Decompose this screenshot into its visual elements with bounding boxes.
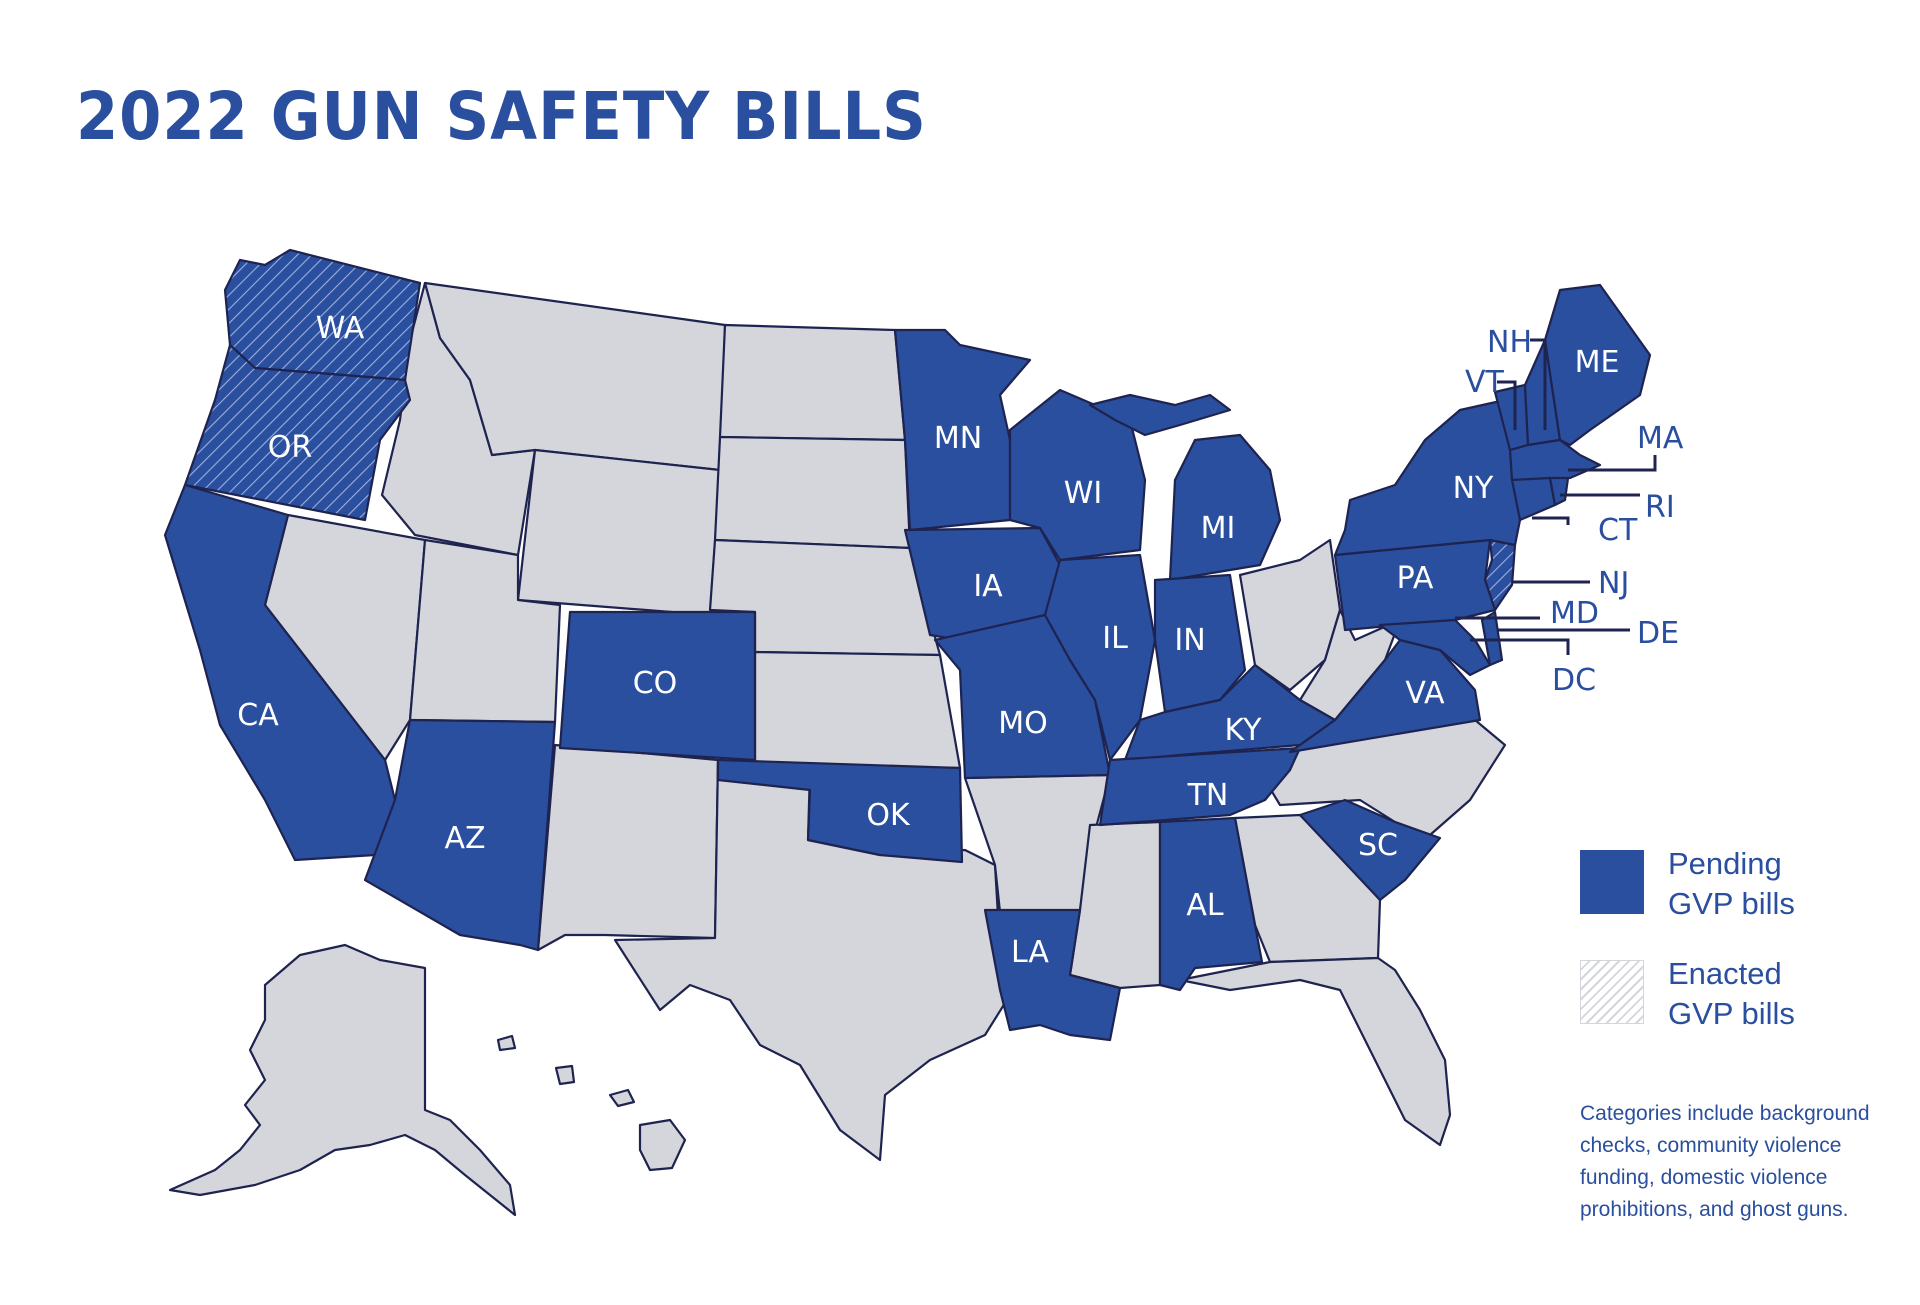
callout-ct: CT [1598,513,1638,548]
label-ok: OK [866,798,911,833]
legend-pending-line1: Pending [1668,846,1782,881]
label-la: LA [1011,935,1049,970]
state-mn [893,328,1032,532]
label-ny: NY [1453,471,1494,506]
leader-dc [1470,638,1570,655]
state-ri [1548,476,1570,507]
legend-label-pending: Pending GVP bills [1668,844,1795,924]
label-tn: TN [1187,778,1229,813]
leader-nh [1530,338,1547,430]
label-or: OR [268,430,312,465]
states-enacted [183,248,1517,612]
state-nd [718,323,907,442]
legend-item-enacted: Enacted GVP bills [1580,956,1840,1070]
state-wy [516,448,722,617]
map-title: 2022 GUN SAFETY BILLS [76,78,927,155]
callout-labels: NH VT MA RI CT NJ MD DE DC [1465,325,1684,698]
state-ok [716,758,964,864]
state-mi [1168,433,1282,582]
state-ct [1510,476,1557,522]
label-mi: MI [1201,511,1236,546]
state-wi [1008,388,1147,562]
leader-ct [1532,516,1570,525]
states-pending [163,283,1652,1042]
state-ca [163,483,397,862]
label-ia: IA [973,569,1003,604]
state-la [983,908,1122,1042]
legend-enacted-line1: Enacted [1668,956,1782,991]
legend-label-enacted: Enacted GVP bills [1668,954,1795,1034]
callout-dc: DC [1552,663,1596,698]
state-az [363,718,557,952]
state-nm [536,743,720,952]
label-ky: KY [1225,713,1263,748]
label-ca: CA [237,698,279,733]
state-co [558,610,757,762]
state-ma [1508,438,1602,482]
label-mn: MN [934,421,982,456]
footnote: Categories include background checks, co… [1580,1102,1870,1221]
leader-ma [1568,455,1657,472]
callout-ma: MA [1637,421,1684,456]
label-co: CO [633,666,678,701]
label-wi: WI [1064,476,1103,511]
legend-enacted-line2: GVP bills [1668,996,1795,1031]
state-hi-3 [608,1088,636,1108]
state-al [1158,816,1264,992]
state-labels: WA OR CA AZ CO OK MN IA MO WI IL MI IN K… [237,311,1619,970]
legend: Pending GVP bills Enacted GVP bills [1580,846,1840,1070]
state-hi-2 [554,1064,576,1086]
legend-swatch-pending [1580,850,1644,914]
label-sc: SC [1358,828,1398,863]
label-va: VA [1405,676,1445,711]
legend-item-pending: Pending GVP bills [1580,846,1840,960]
state-fl [1178,956,1452,1147]
state-sc [1298,798,1442,902]
legend-pending-line2: GVP bills [1668,886,1795,921]
label-in: IN [1174,623,1205,658]
callout-ri: RI [1645,490,1675,525]
label-al: AL [1186,888,1224,923]
state-md [1378,618,1492,677]
callout-de: DE [1637,616,1679,651]
legend-swatch-enacted [1580,960,1644,1024]
state-or [183,343,412,522]
callout-md: MD [1550,596,1599,631]
label-wa: WA [316,311,365,346]
label-mo: MO [998,706,1048,741]
label-il: IL [1102,621,1128,656]
callout-nh: NH [1487,325,1532,360]
states-no-bills [263,281,1507,1162]
state-hi-4 [638,1118,687,1172]
noncontiguous-states [168,943,687,1217]
label-pa: PA [1397,561,1434,596]
label-me: ME [1575,345,1620,380]
callout-nj: NJ [1598,566,1629,601]
label-az: AZ [444,821,485,856]
state-ak [168,943,517,1217]
state-hi-1 [496,1034,517,1052]
state-mi-up [1088,393,1232,437]
leader-vt [1497,380,1517,430]
state-ks [753,650,962,770]
callout-lines [1455,338,1657,655]
state-sd [713,435,912,550]
callout-vt: VT [1465,365,1505,400]
